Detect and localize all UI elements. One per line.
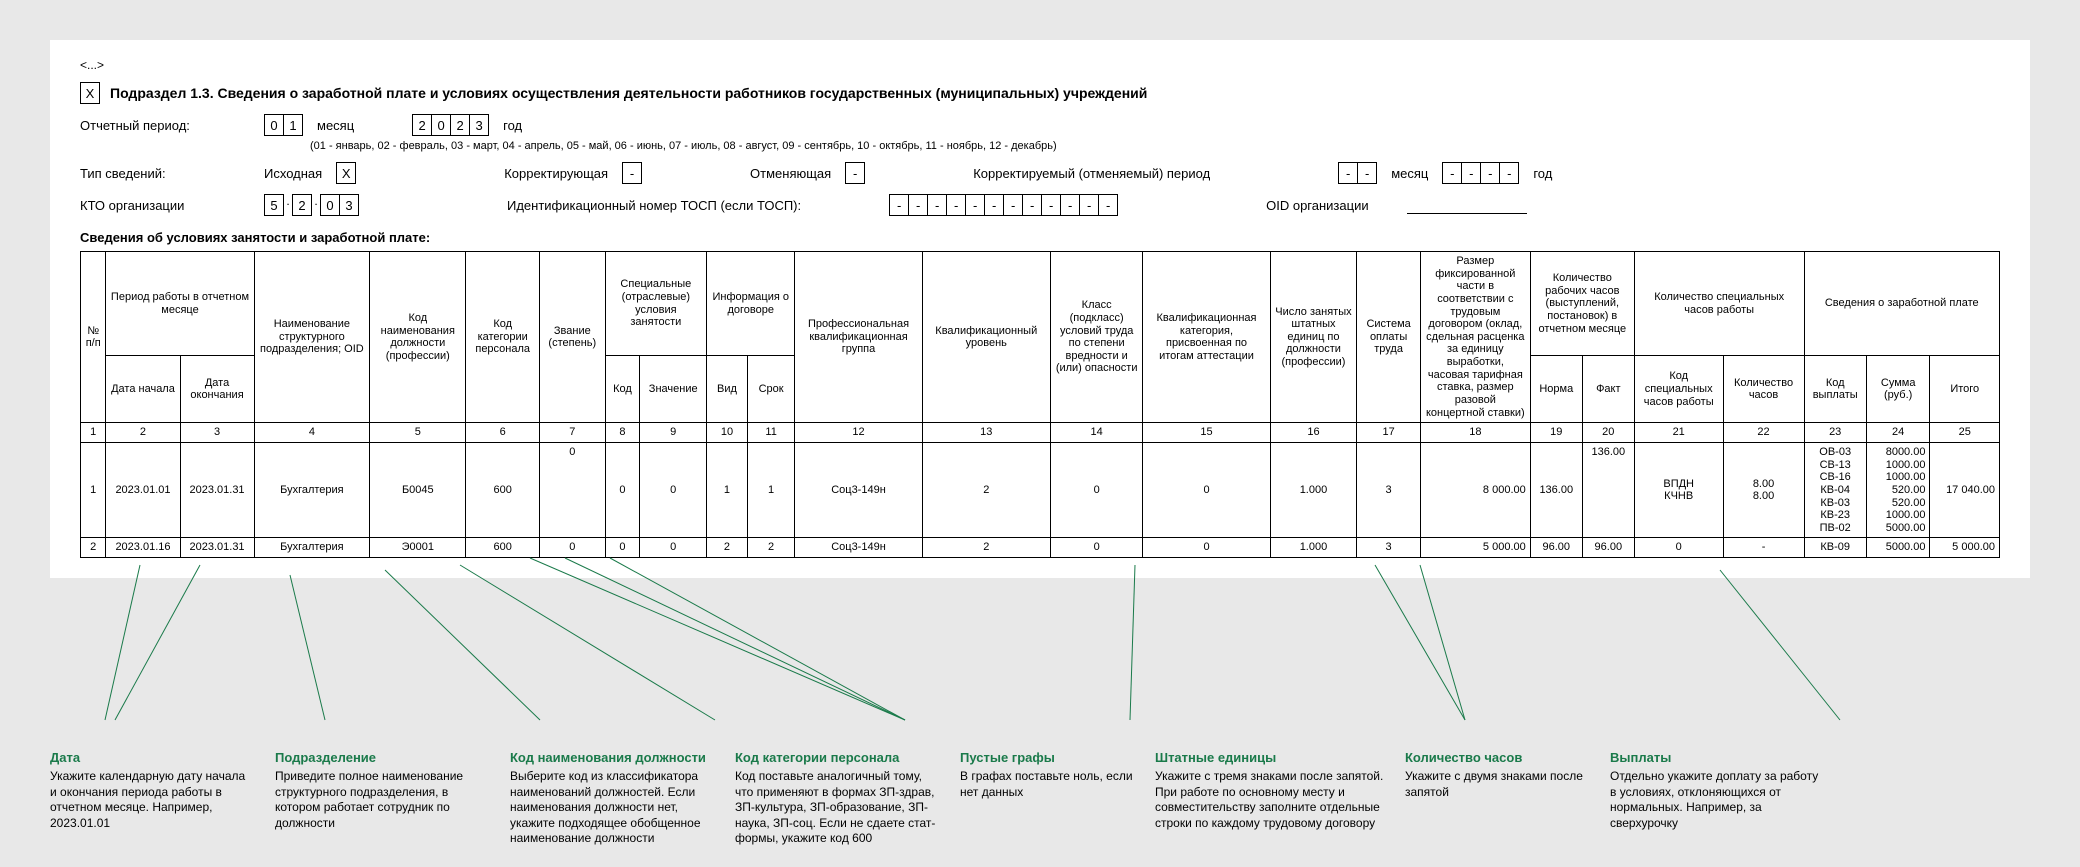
annotation-title: Код категории персонала xyxy=(735,750,940,767)
korr-year-boxes: - - - - xyxy=(1442,162,1519,184)
annotation: Код наименования должности Выберите код и… xyxy=(510,750,715,847)
ellipsis: <...> xyxy=(80,58,2000,72)
month-boxes: 0 1 xyxy=(264,114,303,136)
korr-box: - xyxy=(622,162,642,184)
section-checkbox: X xyxy=(80,82,100,104)
month-label: месяц xyxy=(317,118,354,133)
document: <...> X Подраздел 1.3. Сведения о зарабо… xyxy=(50,40,2030,578)
h-date-start: Дата начала xyxy=(106,356,180,423)
annotation-title: Штатные единицы xyxy=(1155,750,1385,767)
kto-label: КТО организации xyxy=(80,198,250,213)
annotation: Код категории персонала Код поставьте ана… xyxy=(735,750,940,847)
korr-period-label: Корректируемый (отменяемый) период xyxy=(973,166,1210,181)
annotation-desc: Приведите полное наименование структурно… xyxy=(275,769,490,831)
annotation-title: Выплаты xyxy=(1610,750,1820,767)
h-norma: Норма xyxy=(1530,356,1582,423)
section-title: Подраздел 1.3. Сведения о заработной пла… xyxy=(110,85,1147,101)
annotation-desc: Укажите с тремя знаками после запятой. П… xyxy=(1155,769,1385,831)
annotation: Подразделение Приведите полное наименован… xyxy=(275,750,490,831)
otm-label: Отменяющая xyxy=(750,166,831,181)
annotation-desc: В графах поставьте ноль, если нет данных xyxy=(960,769,1135,800)
h-kval-kat: Квалификационная категория, присвоенная … xyxy=(1143,252,1270,423)
annotation: Пустые графы В графах поставьте ноль, есл… xyxy=(960,750,1135,800)
annotation-title: Подразделение xyxy=(275,750,490,767)
annotation: Штатные единицы Укажите с тремя знаками п… xyxy=(1155,750,1385,831)
korr-month-boxes: - - xyxy=(1338,162,1377,184)
data-table: № п/п Период работы в отчетном месяце На… xyxy=(80,251,2000,558)
h-kod: Код xyxy=(605,356,640,423)
annotation-desc: Выберите код из классификатора наименова… xyxy=(510,769,715,847)
h-period: Период работы в отчетном месяце xyxy=(106,252,254,356)
h-spec-hours: Количество специальных часов работы xyxy=(1634,252,1804,356)
h-fakt: Факт xyxy=(1582,356,1634,423)
h-kod-dolzh: Код наименования должности (профессии) xyxy=(370,252,466,423)
h-znach: Значение xyxy=(640,356,707,423)
annotation: Количество часов Укажите с двумя знаками … xyxy=(1405,750,1590,800)
h-num: № п/п xyxy=(81,252,106,423)
oid-label: OID организации xyxy=(1266,198,1368,213)
year-label: год xyxy=(503,118,522,133)
h-podrazd: Наименование структурного подразделения;… xyxy=(254,252,370,423)
annotations: Дата Укажите календарную дату начала и ок… xyxy=(50,750,2030,847)
oid-underline xyxy=(1407,196,1527,214)
annotation-desc: Код поставьте аналогичный тому, что прим… xyxy=(735,769,940,847)
annotation-desc: Укажите календарную дату начала и оконча… xyxy=(50,769,255,831)
table-row: 12023.01.012023.01.31БухгалтерияБ0045600… xyxy=(81,442,2000,537)
tosp-label: Идентификационный номер ТОСП (если ТОСП)… xyxy=(507,198,801,213)
h-info-dog: Информация о договоре xyxy=(707,252,795,356)
h-kol-hours: Количество часов xyxy=(1723,356,1804,423)
h-hours: Количество рабочих часов (выступлений, п… xyxy=(1530,252,1634,356)
h-kval-ur: Квалификационный уровень xyxy=(922,252,1050,423)
kto-boxes: 5 . 2 . 0 3 xyxy=(264,194,359,216)
h-zvanie: Звание (степень) xyxy=(540,252,606,423)
korr-year-label: год xyxy=(1533,166,1552,181)
h-summa: Сумма (руб.) xyxy=(1866,356,1930,423)
annotation-desc: Отдельно укажите доплату за работу в усл… xyxy=(1610,769,1820,831)
h-sistema: Система оплаты труда xyxy=(1357,252,1421,423)
h-date-end: Дата окончания xyxy=(180,356,254,423)
h-chislo: Число занятых штатных единиц по должност… xyxy=(1270,252,1357,423)
h-srok: Срок xyxy=(747,356,795,423)
iskh-box: X xyxy=(336,162,356,184)
h-prof: Профессиональная квалификационная группа xyxy=(795,252,922,423)
korr-label: Корректирующая xyxy=(504,166,608,181)
h-itogo: Итого xyxy=(1930,356,2000,423)
h-kod-vypl: Код выплаты xyxy=(1804,356,1866,423)
table-title: Сведения об условиях занятости и заработ… xyxy=(80,230,2000,245)
h-razmer: Размер фиксированной части в соответстви… xyxy=(1420,252,1530,423)
h-klass: Класс (подкласс) условий труда по степен… xyxy=(1050,252,1143,423)
annotation-title: Код наименования должности xyxy=(510,750,715,767)
h-vid: Вид xyxy=(707,356,748,423)
h-zp: Сведения о заработной плате xyxy=(1804,252,2000,356)
korr-month-label: месяц xyxy=(1391,166,1428,181)
column-number-row: 1234567891011121314151617181920212223242… xyxy=(81,423,2000,443)
annotation-title: Количество часов xyxy=(1405,750,1590,767)
annotation: Дата Укажите календарную дату начала и ок… xyxy=(50,750,255,831)
h-spec: Специальные (отраслевые) условия занятос… xyxy=(605,252,706,356)
period-label: Отчетный период: xyxy=(80,118,250,133)
annotation: Выплаты Отдельно укажите доплату за работ… xyxy=(1610,750,1820,831)
months-legend: (01 - январь, 02 - февраль, 03 - март, 0… xyxy=(310,140,2000,152)
table-row: 22023.01.162023.01.31БухгалтерияЭ0001600… xyxy=(81,538,2000,558)
h-kod-pers: Код категории персонала xyxy=(466,252,540,423)
type-label: Тип сведений: xyxy=(80,166,250,181)
annotation-desc: Укажите с двумя знаками после запятой xyxy=(1405,769,1590,800)
tosp-boxes: ------------ xyxy=(889,194,1118,216)
annotation-title: Дата xyxy=(50,750,255,767)
year-boxes: 2 0 2 3 xyxy=(412,114,489,136)
otm-box: - xyxy=(845,162,865,184)
h-kod-spec: Код специальных часов работы xyxy=(1634,356,1723,423)
iskh-label: Исходная xyxy=(264,166,322,181)
annotation-title: Пустые графы xyxy=(960,750,1135,767)
